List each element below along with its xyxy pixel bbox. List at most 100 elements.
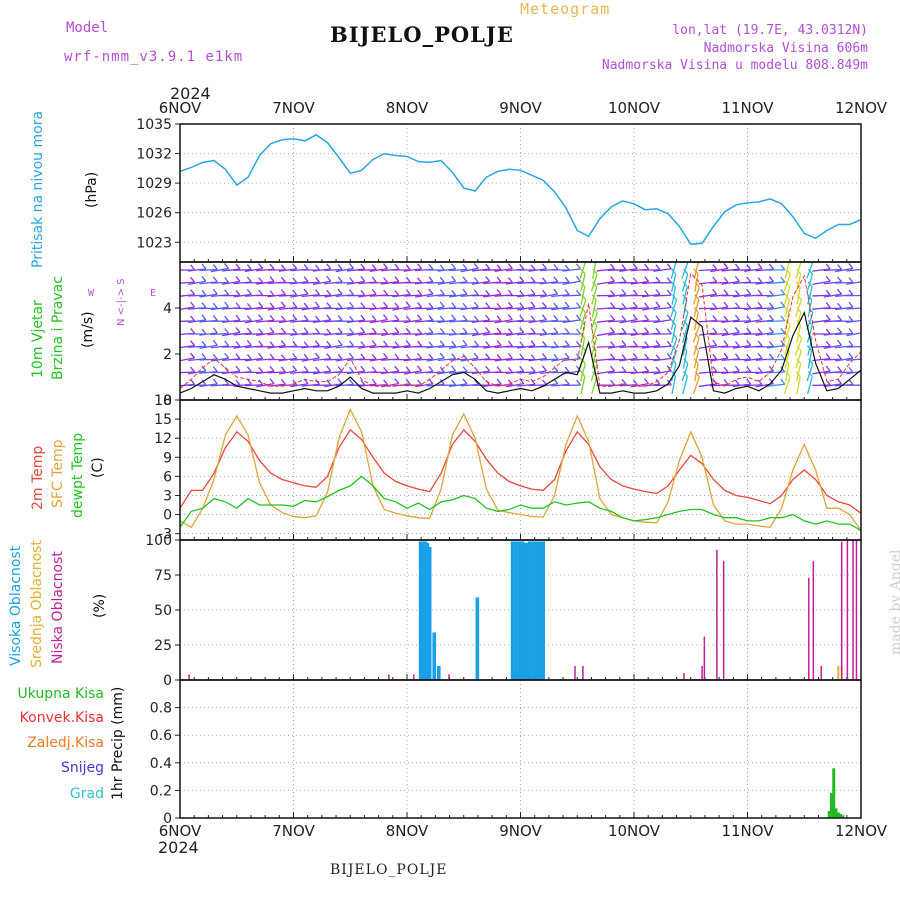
wind-barb-flag	[428, 353, 434, 360]
wind-barb-flag	[712, 264, 718, 270]
wind-barb-flag	[315, 264, 321, 271]
wind-barb-flag	[553, 302, 559, 309]
wind-barb-flag	[303, 276, 309, 283]
wind-barb-flag	[360, 379, 366, 386]
wind-barb	[494, 357, 513, 362]
wind-barb	[426, 294, 445, 298]
wind-barb	[642, 306, 661, 311]
app-title: Meteogram	[520, 0, 611, 18]
wind-barb-flag	[394, 341, 400, 348]
wind-barb	[846, 370, 861, 375]
wind-barb-flag	[292, 314, 298, 321]
wind-barb	[301, 281, 320, 284]
wind-barb-flag	[576, 302, 582, 309]
wind-barb	[732, 320, 751, 323]
wind-barb	[732, 344, 751, 349]
wind-barb-flag	[428, 327, 434, 334]
wind-barb-flag	[825, 340, 831, 347]
wind-barb	[324, 344, 343, 350]
wind-barb-flag	[610, 379, 616, 386]
wind-barb-flag	[394, 378, 400, 385]
wind-barb-flag	[785, 332, 791, 339]
wind-barb-flag	[326, 289, 332, 296]
wind-barb	[710, 345, 729, 349]
wind-barb	[210, 267, 229, 273]
wind-barb	[692, 376, 700, 394]
wind-barb	[335, 267, 354, 273]
wind-barb	[580, 376, 586, 395]
cloud-high-bar	[423, 541, 427, 680]
cloud-high-bar	[432, 632, 437, 680]
wind-barb-flag	[224, 379, 230, 385]
compass-e: E	[150, 288, 157, 299]
temp-unit: (C)	[90, 457, 106, 478]
wind-barb	[358, 293, 377, 298]
wind-barb-flag	[785, 371, 791, 378]
wind-barb	[846, 307, 861, 310]
wind-barb	[806, 376, 813, 395]
wind-barb-flag	[768, 276, 774, 282]
wind-barb	[244, 267, 263, 273]
wind-barb-flag	[337, 276, 343, 283]
wind-barb-flag	[671, 319, 677, 326]
cloud-low-bar	[703, 636, 706, 680]
wind-barb-flag	[417, 365, 423, 372]
precip-bar	[839, 813, 843, 818]
year-label-bottom: 2024	[158, 838, 199, 857]
wind-barb-flag	[644, 353, 650, 360]
wind-barb	[744, 267, 763, 273]
wind-barb-flag	[269, 276, 275, 282]
wind-barb	[460, 357, 479, 362]
wind-barb-flag	[541, 302, 547, 308]
wind-barb	[653, 319, 672, 324]
wind-barb-flag	[360, 302, 366, 309]
wind-barb	[449, 383, 468, 388]
wind-barb-flag	[712, 353, 718, 360]
y-tick-label: 1032	[136, 147, 172, 163]
wind-barb-flag	[746, 264, 752, 271]
wind-barb-flag	[315, 366, 321, 373]
wind-barb-flag	[485, 341, 491, 347]
wind-barb-flag	[592, 307, 598, 314]
wind-barb	[642, 293, 661, 298]
footer-station: BIJELO_POLJE	[330, 862, 448, 878]
wind-barb-flag	[280, 327, 286, 334]
wind-barb	[596, 370, 615, 375]
wind-barb	[539, 358, 558, 361]
wind-barb	[607, 332, 626, 336]
wind-barb-flag	[439, 289, 445, 296]
wind-barb-flag	[734, 379, 740, 386]
wind-barb	[551, 357, 570, 362]
panel-frame	[179, 679, 862, 819]
cloud-low-bar	[582, 666, 584, 680]
wind-barb-flag	[405, 276, 411, 283]
wind-barb	[380, 319, 399, 323]
wind-barb-flag	[746, 315, 752, 322]
wind-barb-flag	[485, 365, 491, 372]
wind-barb-flag	[530, 354, 536, 361]
wind-barb-flag	[314, 340, 320, 347]
wind-barb-flag	[235, 341, 241, 347]
precip-bar	[832, 768, 836, 818]
wind-barb-flag	[394, 290, 400, 297]
wind-barb-flag	[303, 263, 309, 270]
wind-barb	[415, 370, 434, 374]
wind-barb	[528, 384, 547, 387]
wind-barb	[188, 280, 207, 286]
wind-barb	[596, 345, 615, 348]
wind-barb	[392, 371, 411, 374]
wind-barb	[784, 337, 791, 356]
wind-barb-flag	[768, 378, 774, 385]
day-label-top: 9NOV	[499, 99, 542, 117]
wind-barb-flag	[314, 301, 320, 308]
wind-barb-flag	[797, 256, 801, 261]
wind-barb	[301, 357, 320, 362]
pressure-unit: (hPa)	[84, 171, 100, 208]
wind-barb	[335, 332, 354, 336]
wind-barb-flag	[485, 302, 491, 309]
cloud-high-bar	[527, 541, 532, 680]
year-label-top: 2024	[170, 84, 211, 103]
wind-barb-flag	[439, 301, 445, 308]
wind-barb-flag	[734, 327, 740, 333]
day-label-bottom: 8NOV	[386, 822, 429, 840]
